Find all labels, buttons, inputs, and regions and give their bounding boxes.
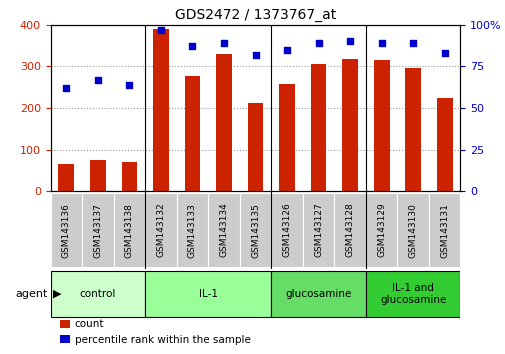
Text: GSM143128: GSM143128: [345, 203, 354, 257]
Bar: [310, 64, 326, 191]
Point: [125, 82, 133, 87]
Point: [251, 52, 259, 58]
FancyBboxPatch shape: [428, 193, 460, 267]
FancyBboxPatch shape: [302, 193, 334, 267]
Bar: [184, 75, 200, 191]
Text: GSM143130: GSM143130: [408, 202, 417, 258]
Point: [188, 44, 196, 49]
Bar: [373, 60, 389, 191]
Text: IL-1 and
glucosamine: IL-1 and glucosamine: [379, 283, 445, 305]
FancyBboxPatch shape: [114, 193, 145, 267]
Text: GSM143132: GSM143132: [156, 203, 165, 257]
Point: [62, 85, 70, 91]
Bar: [59, 164, 74, 191]
Text: GSM143138: GSM143138: [125, 202, 134, 258]
Point: [440, 50, 448, 56]
Point: [220, 40, 228, 46]
FancyBboxPatch shape: [239, 193, 271, 267]
FancyBboxPatch shape: [50, 270, 145, 317]
FancyBboxPatch shape: [365, 270, 460, 317]
FancyBboxPatch shape: [365, 193, 396, 267]
Title: GDS2472 / 1373767_at: GDS2472 / 1373767_at: [175, 8, 335, 22]
Text: GSM143136: GSM143136: [62, 202, 71, 258]
Bar: [216, 54, 231, 191]
Point: [409, 40, 417, 46]
Text: control: control: [80, 289, 116, 299]
FancyBboxPatch shape: [82, 193, 114, 267]
Text: GSM143133: GSM143133: [187, 202, 196, 258]
FancyBboxPatch shape: [145, 193, 176, 267]
Bar: [341, 59, 358, 191]
Text: GSM143135: GSM143135: [250, 202, 260, 258]
Point: [345, 39, 353, 44]
Point: [157, 27, 165, 33]
Bar: [121, 162, 137, 191]
Legend: count, percentile rank within the sample: count, percentile rank within the sample: [56, 315, 254, 349]
Text: GSM143131: GSM143131: [439, 202, 448, 258]
Bar: [405, 68, 420, 191]
Text: IL-1: IL-1: [198, 289, 217, 299]
Bar: [247, 103, 263, 191]
FancyBboxPatch shape: [271, 270, 365, 317]
Point: [282, 47, 290, 52]
FancyBboxPatch shape: [271, 193, 302, 267]
Text: GSM143126: GSM143126: [282, 203, 291, 257]
FancyBboxPatch shape: [145, 270, 271, 317]
Bar: [90, 160, 106, 191]
Text: GSM143137: GSM143137: [93, 202, 102, 258]
Text: ▶: ▶: [53, 289, 62, 299]
Point: [314, 40, 322, 46]
FancyBboxPatch shape: [176, 193, 208, 267]
FancyBboxPatch shape: [208, 193, 239, 267]
Text: agent: agent: [16, 289, 48, 299]
Point: [377, 40, 385, 46]
Text: GSM143127: GSM143127: [314, 203, 323, 257]
Text: glucosamine: glucosamine: [285, 289, 351, 299]
Text: GSM143134: GSM143134: [219, 203, 228, 257]
Text: GSM143129: GSM143129: [376, 203, 385, 257]
FancyBboxPatch shape: [50, 193, 82, 267]
FancyBboxPatch shape: [334, 193, 365, 267]
Bar: [279, 84, 294, 191]
FancyBboxPatch shape: [396, 193, 428, 267]
Bar: [436, 98, 451, 191]
Point: [93, 77, 102, 82]
Bar: [153, 29, 169, 191]
